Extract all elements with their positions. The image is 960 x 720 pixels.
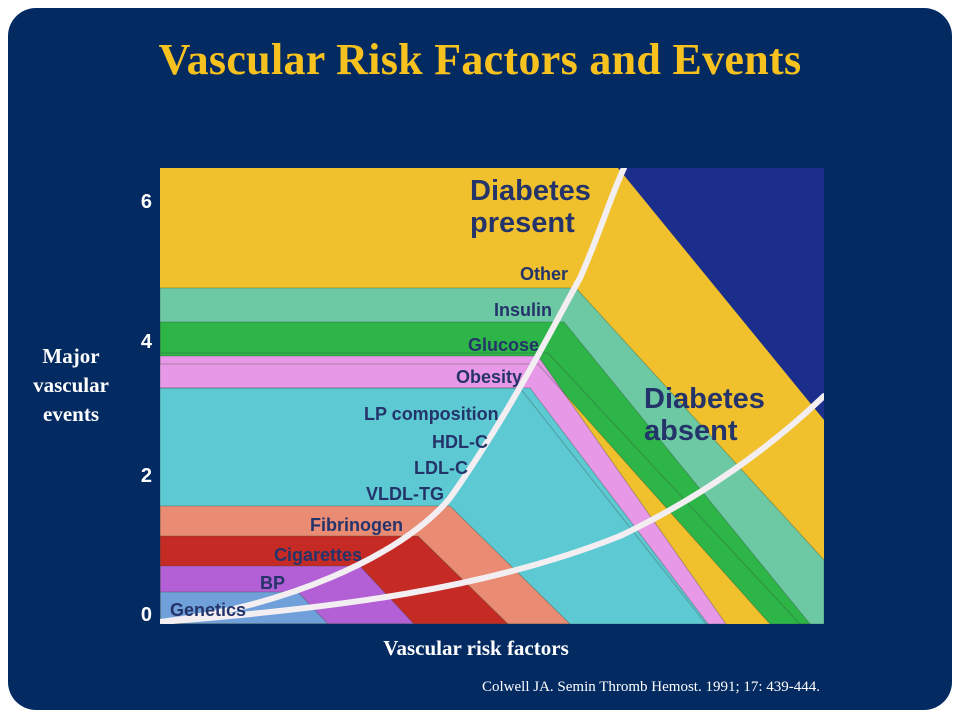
y-tick-4: 4	[140, 331, 152, 353]
y-axis-label: Major vascular events	[33, 344, 109, 426]
band-bp-edge	[160, 565, 415, 624]
layer-label-cigarettes: Cigarettes	[274, 545, 362, 565]
layer-label-genetics: Genetics	[170, 600, 246, 620]
band-insulin-edge	[160, 287, 824, 624]
dark-corner	[618, 168, 824, 420]
layer-label-glucose: Glucose	[468, 335, 539, 355]
x-axis-label: Vascular risk factors	[383, 636, 569, 660]
band-cigarettes-edge	[160, 535, 509, 624]
layer-label-insulin: Insulin	[494, 300, 552, 320]
annotation-diabetes-absent: Diabetes absent	[644, 383, 765, 447]
y-tick-2: 2	[140, 465, 152, 487]
annotation-diabetes-present-line1: Diabetes present	[470, 175, 591, 239]
slide-background: Vascular Risk Factors and Events 6 4 2 0…	[8, 8, 952, 710]
layer-label-other: Other	[520, 264, 568, 284]
curve-diabetes-absent	[160, 393, 824, 624]
layer-label-hdl-c: HDL-C	[432, 432, 488, 452]
band-insulin	[160, 288, 824, 624]
layer-label-fibrinogen: Fibrinogen	[310, 515, 403, 535]
chart-svg: Diabetes present Diabetes absent Other Ins…	[160, 168, 824, 624]
band-genetics-edge	[160, 591, 329, 624]
curve-diabetes-present	[160, 168, 627, 624]
chart-plot-area: Diabetes present Diabetes absent Other Ins…	[160, 168, 824, 624]
layer-label-obesity: Obesity	[456, 367, 522, 387]
band-fibrinogen-edge	[160, 505, 571, 624]
band-lp-edge	[160, 387, 709, 624]
band-glucose	[160, 322, 810, 624]
slide-title: Vascular Risk Factors and Events	[158, 35, 802, 84]
citation: Colwell JA. Semin Thromb Hemost. 1991; 1…	[482, 679, 821, 695]
layer-label-bp: BP	[260, 573, 285, 593]
y-tick-0: 0	[140, 604, 152, 626]
y-tick-6: 6	[140, 191, 152, 213]
band-glucose-edge	[160, 321, 811, 624]
layer-label-ldl-c: LDL-C	[414, 458, 468, 478]
layer-label-vldl-tg: VLDL-TG	[366, 484, 444, 504]
band-obesity	[160, 356, 726, 624]
layer-label-lp-composition: LP composition	[364, 404, 499, 424]
